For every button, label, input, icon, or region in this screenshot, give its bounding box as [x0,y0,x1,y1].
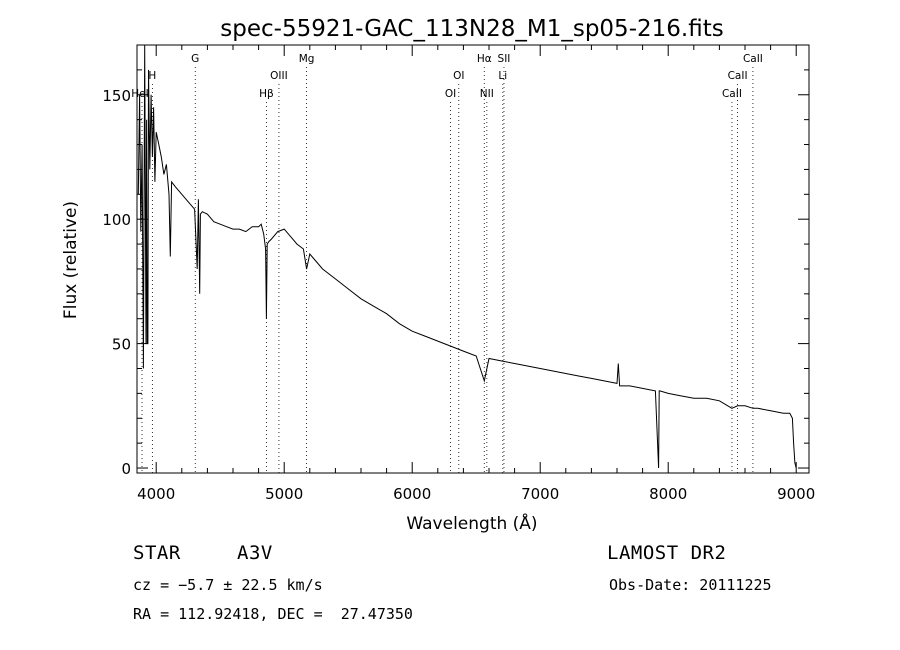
x-tick-label: 6000 [393,485,431,503]
x-tick-label: 4000 [137,485,175,503]
x-tick-label: 8000 [649,485,687,503]
line-label: Hβ [259,88,274,100]
y-axis-label: Flux (relative) [61,201,81,319]
y-tick-label: 50 [112,336,131,354]
x-tick-label: 9000 [777,485,815,503]
sky-coordinates: RA = 112.92418, DEC = 27.47350 [133,605,413,623]
subclass: A3V [237,542,273,564]
line-label: G [191,53,199,65]
line-label: NII [480,88,494,100]
line-label: H [148,70,156,82]
axis-ticks: 4000 5000 6000 7000 8000 9000 0 50 100 150 [102,44,815,503]
line-label: CaII [728,70,748,82]
line-label: Li [498,70,507,82]
x-tick-label: 5000 [265,485,303,503]
line-label: OI [445,88,456,100]
chart-title: spec-55921-GAC_113N28_M1_sp05-216.fits [220,16,723,42]
x-tick-label: 7000 [521,485,559,503]
spectrum-line [137,44,797,469]
y-tick-label: 0 [121,460,131,478]
x-axis-label: Wavelength (Å) [406,512,537,534]
line-label: Hα [477,53,492,65]
observation-date: Obs-Date: 20111225 [609,576,772,594]
line-label: OI [453,70,464,82]
redshift-cz: cz = −5.7 ± 22.5 km/s [133,576,323,594]
y-tick-label: 100 [102,211,131,229]
line-label: OIII [270,70,288,82]
survey-release: LAMOST DR2 [607,542,727,564]
y-tick-label: 150 [102,87,131,105]
object-class: STAR [133,542,181,564]
plot-frame [136,44,810,474]
line-label: CaII [722,88,742,100]
line-label: SII [498,53,511,65]
line-label: Mg [299,53,315,65]
line-label: CaII [743,53,763,65]
